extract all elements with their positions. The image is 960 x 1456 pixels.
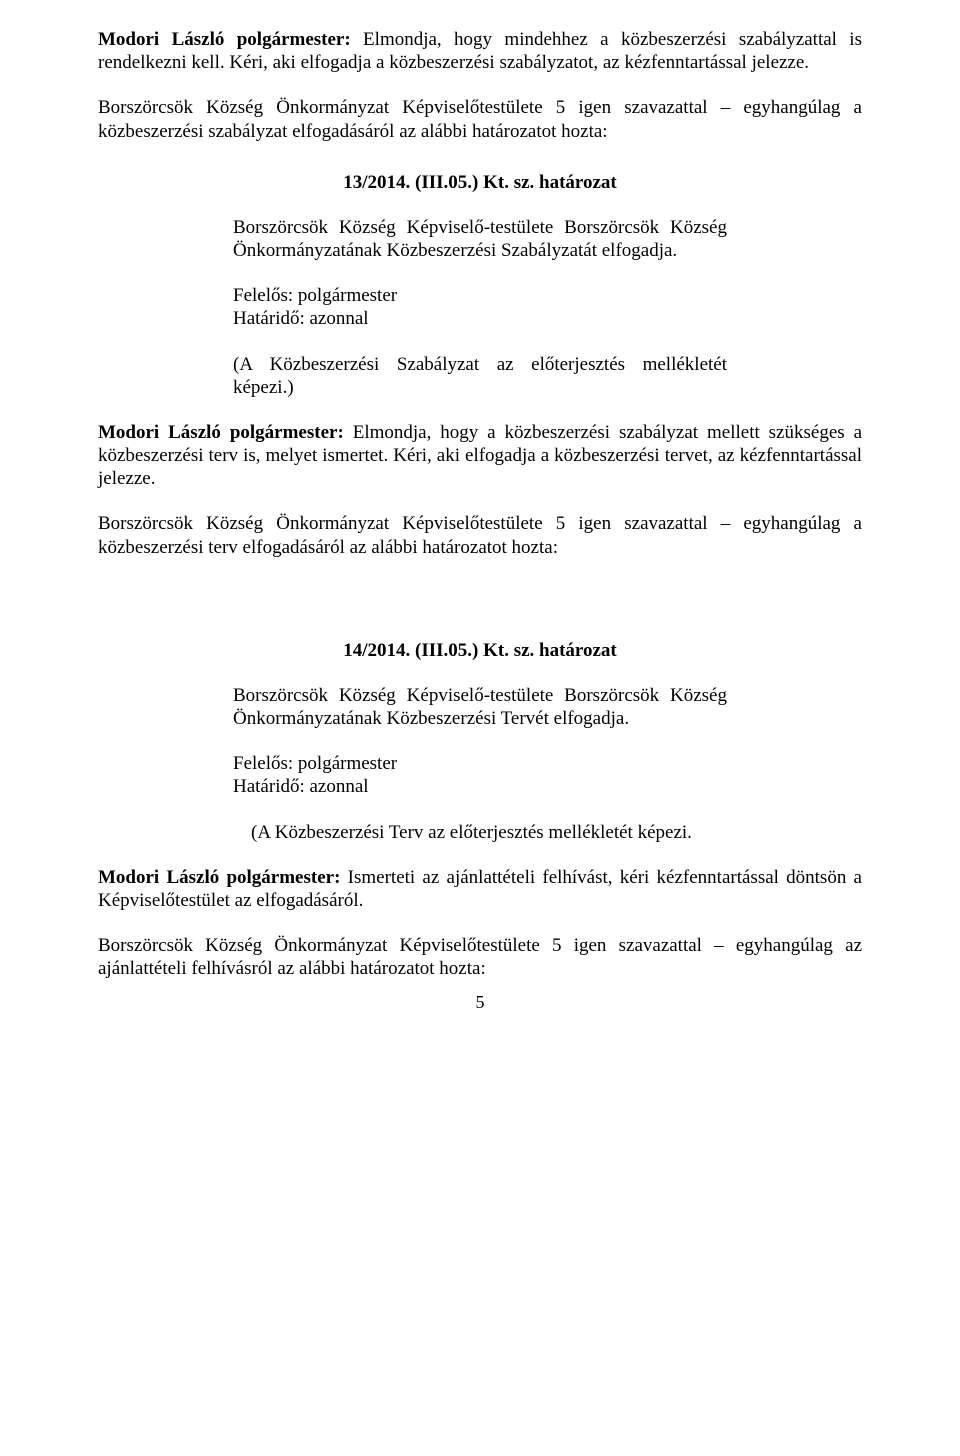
- mayor-name-lead-3: Modori László polgármester:: [98, 867, 340, 888]
- paragraph-intro-1: Modori László polgármester: Elmondja, ho…: [98, 28, 862, 74]
- spacer: [98, 581, 862, 611]
- responsible-line: Felelős: polgármester: [233, 285, 397, 306]
- mayor-name-lead-2: Modori László polgármester:: [98, 422, 344, 443]
- resolution-heading-2: 14/2014. (III.05.) Kt. sz. határozat: [98, 639, 862, 662]
- resolution-2-text: Borszörcsök Község Képviselő-testülete B…: [233, 684, 727, 730]
- page-number: 5: [98, 992, 862, 1014]
- mayor-name-lead: Modori László polgármester:: [98, 29, 351, 50]
- responsible-line-2: Felelős: polgármester: [233, 753, 397, 774]
- resolution-2-responsibility: Felelős: polgármester Határidő: azonnal: [233, 752, 727, 798]
- resolution-1-text: Borszörcsök Község Képviselő-testülete B…: [233, 216, 727, 262]
- resolution-1-responsibility: Felelős: polgármester Határidő: azonnal: [233, 284, 727, 330]
- resolution-heading-1: 13/2014. (III.05.) Kt. sz. határozat: [98, 171, 862, 194]
- document-page: Modori László polgármester: Elmondja, ho…: [0, 0, 960, 1456]
- paragraph-vote-2: Borszörcsök Község Önkormányzat Képvisel…: [98, 512, 862, 558]
- deadline-line: Határidő: azonnal: [233, 308, 369, 329]
- resolution-1-appendix: (A Közbeszerzési Szabályzat az előterjes…: [233, 353, 727, 399]
- paragraph-intro-2: Modori László polgármester: Elmondja, ho…: [98, 421, 862, 491]
- paragraph-vote-3: Borszörcsök Község Önkormányzat Képvisel…: [98, 934, 862, 980]
- paragraph-vote-1: Borszörcsök Község Önkormányzat Képvisel…: [98, 96, 862, 142]
- deadline-line-2: Határidő: azonnal: [233, 776, 369, 797]
- resolution-2-appendix: (A Közbeszerzési Terv az előterjesztés m…: [251, 821, 727, 844]
- resolution-body-2: Borszörcsök Község Képviselő-testülete B…: [233, 684, 727, 844]
- resolution-body-1: Borszörcsök Község Képviselő-testülete B…: [233, 216, 727, 399]
- paragraph-intro-3: Modori László polgármester: Ismerteti az…: [98, 866, 862, 912]
